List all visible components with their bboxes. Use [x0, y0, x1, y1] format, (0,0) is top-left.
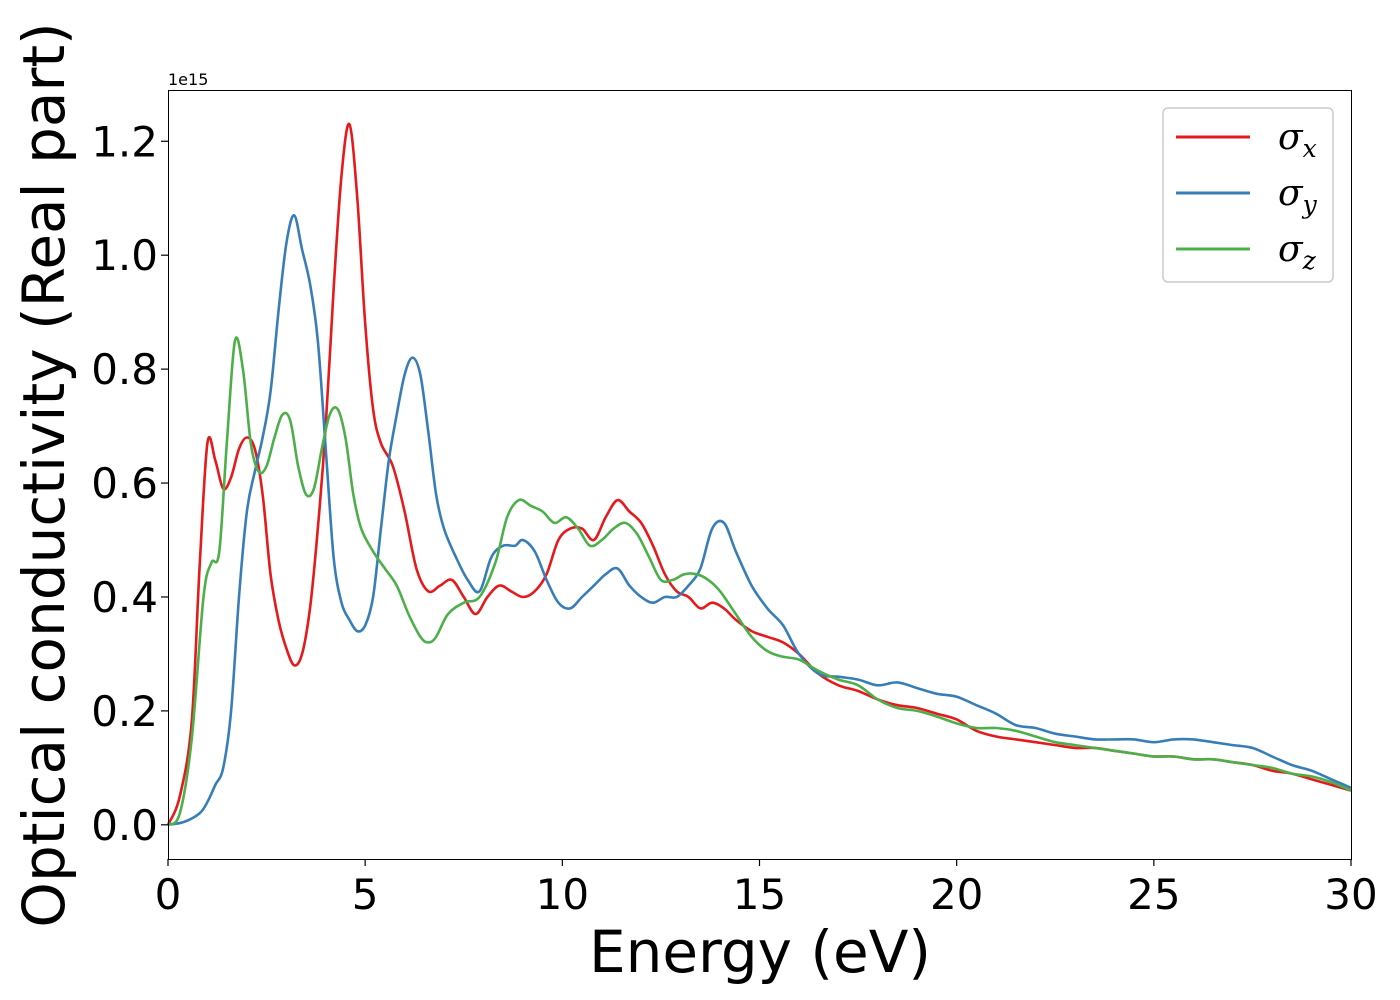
y-tick-label: 0.0	[91, 801, 158, 850]
y-tick-label: 1.0	[91, 231, 158, 280]
x-axis-ticks: 0 5 10 15 20 25 30	[155, 859, 1378, 919]
legend-label-x: σx	[1278, 117, 1317, 163]
legend-box	[1162, 107, 1334, 283]
x-tick-label: 10	[536, 870, 589, 919]
series-layer	[166, 122, 1352, 827]
y-tick-label: 0.6	[91, 459, 158, 508]
legend-label-y: σy	[1278, 173, 1318, 219]
x-tick-label: 25	[1127, 870, 1180, 919]
legend-items: σx σy σz	[1176, 117, 1318, 275]
series-line-z	[167, 336, 1352, 826]
y-offset-label: 1e15	[168, 70, 208, 89]
x-axis-label: Energy (eV)	[589, 918, 931, 986]
y-tick-label: 0.4	[91, 573, 158, 622]
x-tick-label: 30	[1324, 870, 1377, 919]
series-line-y	[167, 214, 1352, 827]
x-tick-label: 0	[155, 870, 182, 919]
y-tick-label: 1.2	[91, 117, 158, 166]
y-tick-label: 0.2	[91, 687, 158, 736]
y-tick-label: 0.8	[91, 345, 158, 394]
y-axis-ticks: 0.0 0.2 0.4 0.6 0.8 1.0 1.2	[91, 117, 168, 850]
legend: σx σy σz	[1162, 107, 1334, 283]
legend-label-z: σz	[1278, 229, 1317, 275]
x-tick-label: 5	[352, 870, 379, 919]
y-axis-label: Optical conductivity (Real part)	[10, 22, 78, 927]
x-tick-label: 15	[733, 870, 786, 919]
x-tick-label: 20	[930, 870, 983, 919]
